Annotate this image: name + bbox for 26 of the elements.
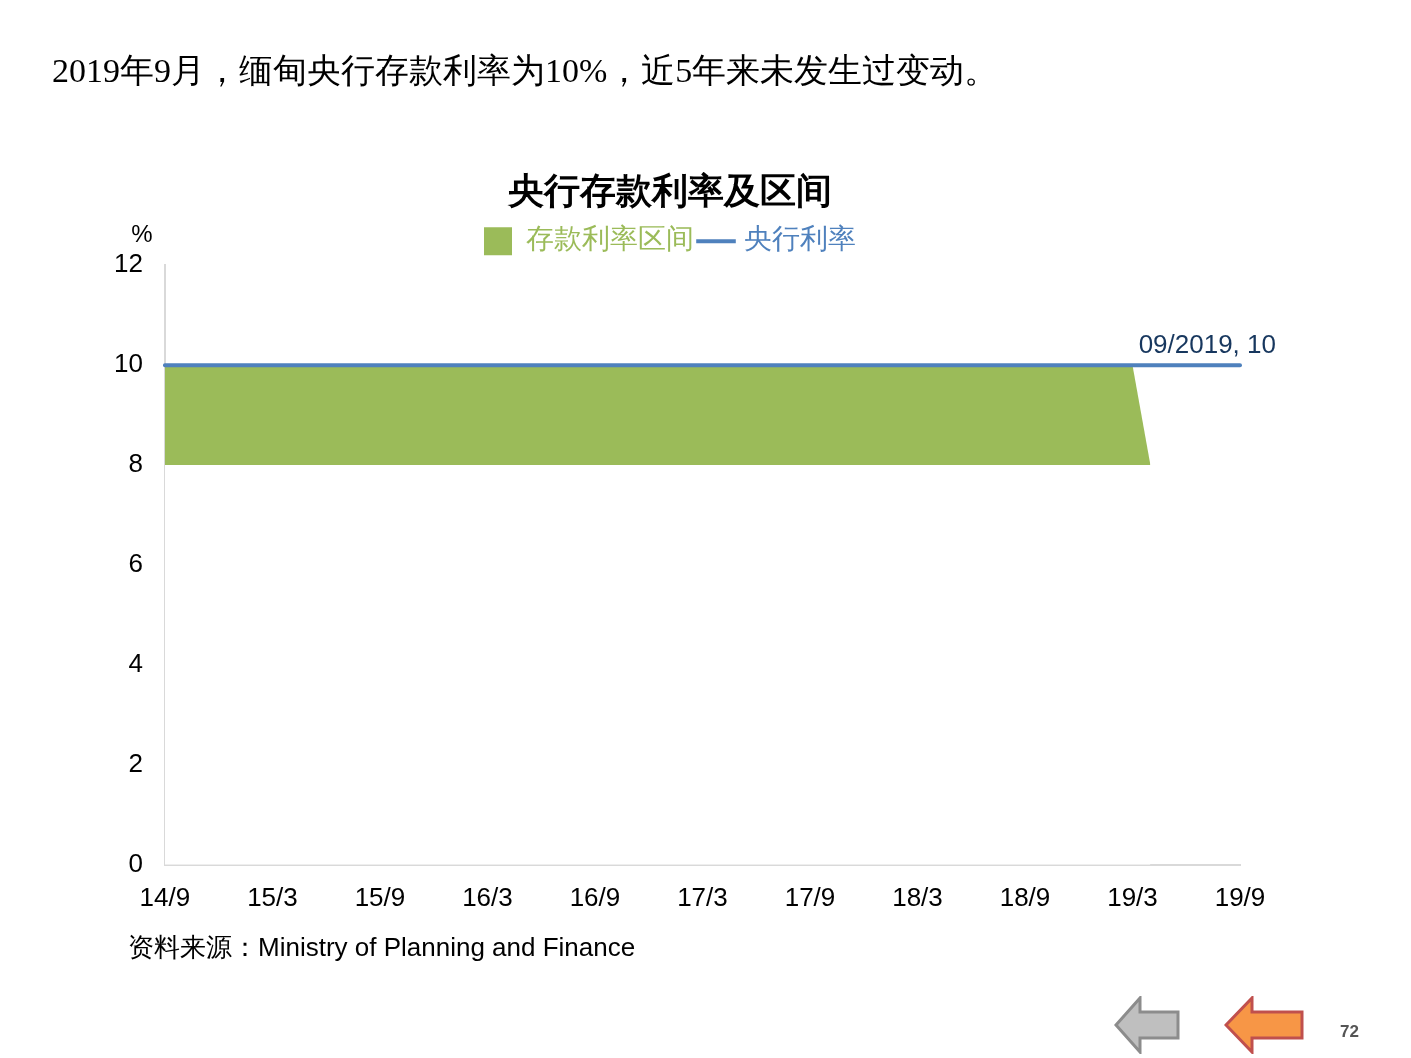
chart-title: 央行存款利率及区间 [507, 169, 832, 211]
x-tick-label: 19/3 [1107, 881, 1158, 912]
x-tick-label: 16/3 [462, 881, 513, 912]
legend-label: 央行利率 [744, 222, 856, 256]
y-tick-label: 4 [128, 648, 143, 679]
text: 资料来源：Ministry of Planning and Finance [128, 931, 636, 964]
x-tick-label: 18/9 [999, 881, 1051, 912]
x-tick-label: 15/3 [247, 881, 298, 912]
text: 2019年9月，缅甸央行存款利率为10%，近5年来未发生过变动。 [52, 51, 999, 91]
x-tick-label: 15/9 [354, 881, 406, 912]
y-tick-label: 10 [114, 348, 143, 379]
x-tick-label: 19/9 [1214, 881, 1266, 912]
y-tick-label: 6 [128, 548, 143, 579]
x-tick-label: 18/3 [892, 881, 943, 912]
text: 72 [1340, 1022, 1359, 1042]
x-tick-label: 14/9 [139, 881, 191, 912]
x-tick-label: 16/9 [569, 881, 621, 912]
legend-label: 存款利率区间 [526, 222, 694, 256]
x-tick-label: 17/9 [784, 881, 836, 912]
y-tick-label: 8 [128, 448, 143, 479]
y-tick-label: 12 [114, 248, 143, 279]
annotation: 09/2019, 10 [1138, 329, 1276, 360]
x-tick-label: 17/3 [677, 881, 728, 912]
y-tick-label: 2 [128, 748, 143, 779]
y-axis-title: % [131, 219, 153, 247]
y-tick-label: 0 [128, 847, 143, 878]
